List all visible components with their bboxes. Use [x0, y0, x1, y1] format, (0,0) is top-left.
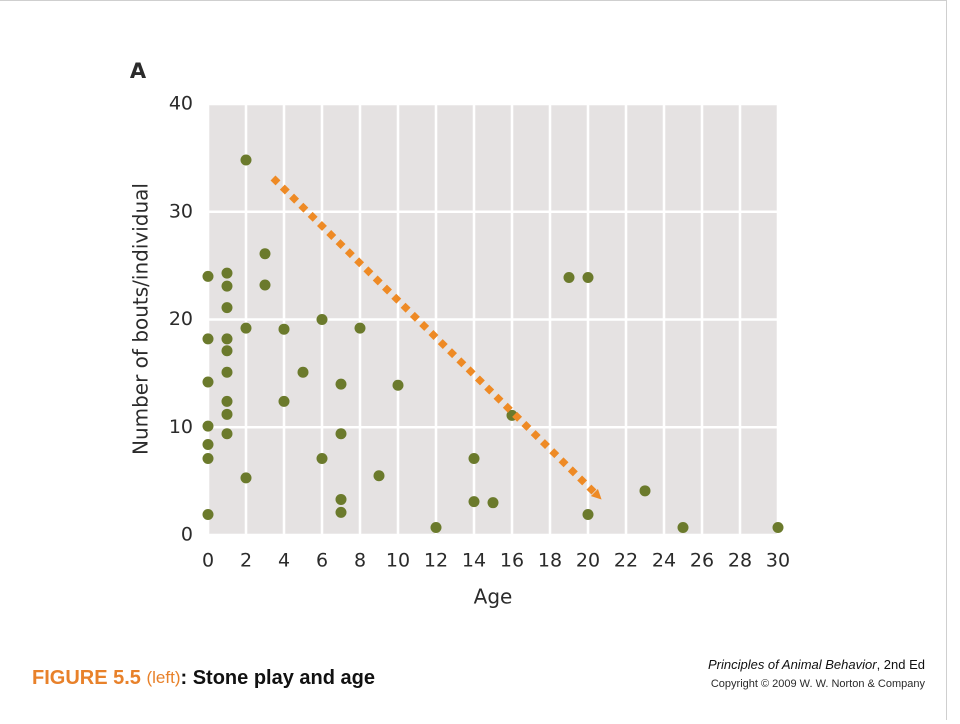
data-point — [278, 395, 290, 407]
x-tick-label: 18 — [538, 550, 562, 572]
x-tick-label: 26 — [690, 550, 714, 572]
data-point — [259, 248, 271, 260]
caption-title: : Stone play and age — [180, 667, 374, 689]
data-point — [221, 302, 233, 314]
data-point — [335, 378, 347, 390]
x-tick-label: 6 — [316, 550, 328, 572]
y-tick-label: 30 — [169, 200, 193, 222]
x-tick-label: 16 — [500, 550, 524, 572]
data-point — [259, 279, 271, 291]
book-title: Principles of Animal Behavior — [708, 657, 877, 672]
data-point — [202, 333, 214, 345]
data-point — [335, 428, 347, 440]
data-point — [278, 323, 290, 335]
x-tick-label: 12 — [424, 550, 448, 572]
caption-figure: FIGURE 5.5 — [32, 667, 141, 689]
data-point — [202, 376, 214, 388]
data-point — [316, 314, 328, 325]
data-point — [221, 366, 233, 378]
data-point — [582, 509, 594, 521]
data-point — [468, 452, 480, 464]
data-point — [202, 420, 214, 432]
data-point — [430, 521, 442, 533]
data-point — [354, 322, 366, 334]
book-credit: Principles of Animal Behavior, 2nd Ed — [708, 657, 925, 672]
y-tick-label: 40 — [169, 93, 193, 115]
data-point — [221, 408, 233, 420]
x-tick-label: 30 — [766, 550, 790, 572]
data-point — [221, 428, 233, 440]
data-point — [221, 280, 233, 292]
data-point — [563, 271, 575, 283]
x-tick-label: 22 — [614, 550, 638, 572]
copyright: Copyright © 2009 W. W. Norton & Company — [711, 678, 926, 690]
data-point — [772, 521, 784, 533]
data-point — [221, 395, 233, 407]
x-tick-label: 2 — [240, 550, 252, 572]
data-point — [221, 345, 233, 357]
data-point — [316, 452, 328, 464]
x-tick-label: 4 — [278, 550, 290, 572]
data-point — [240, 472, 252, 484]
data-point — [202, 438, 214, 450]
data-point — [240, 322, 252, 334]
data-point — [202, 452, 214, 464]
data-point — [468, 496, 480, 508]
data-point — [392, 379, 404, 391]
y-axis-label: Number of bouts/individual — [129, 183, 153, 455]
x-tick-label: 0 — [202, 550, 214, 572]
data-point — [202, 509, 214, 521]
y-tick-label: 0 — [181, 524, 193, 546]
data-point — [297, 366, 309, 378]
data-point — [335, 506, 347, 518]
data-point — [639, 485, 651, 497]
figure-caption: FIGURE 5.5 (left): Stone play and age — [32, 667, 375, 689]
x-tick-label: 10 — [386, 550, 410, 572]
x-tick-label: 14 — [462, 550, 486, 572]
data-point — [221, 333, 233, 345]
panel-label: A — [130, 59, 147, 83]
data-point — [677, 521, 689, 533]
data-point — [582, 271, 594, 283]
book-edition: , 2nd Ed — [877, 657, 925, 672]
x-tick-label: 28 — [728, 550, 752, 572]
x-axis-label: Age — [474, 585, 513, 609]
y-tick-label: 10 — [169, 416, 193, 438]
y-tick-label: 20 — [169, 308, 193, 330]
x-tick-label: 24 — [652, 550, 676, 572]
trend-arrow — [270, 175, 602, 500]
data-point — [373, 470, 385, 482]
data-point — [202, 270, 214, 282]
data-point — [240, 154, 252, 166]
x-tick-label: 20 — [576, 550, 600, 572]
data-point — [487, 497, 499, 509]
x-tick-label: 8 — [354, 550, 366, 572]
caption-part: (left) — [146, 668, 180, 687]
data-point — [221, 267, 233, 279]
data-point — [335, 493, 347, 505]
